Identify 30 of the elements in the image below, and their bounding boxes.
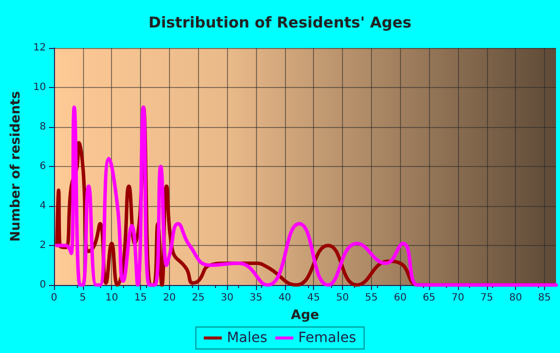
- x-tick-label: 60: [394, 292, 407, 304]
- legend-label: Females: [298, 330, 356, 346]
- x-tick-label: 20: [163, 292, 176, 304]
- y-tick-label: 12: [33, 42, 46, 54]
- y-axis-title: Number of residents: [8, 90, 24, 242]
- x-tick-label: 75: [480, 292, 494, 304]
- x-tick-label: 55: [364, 292, 378, 304]
- y-tick-label: 10: [33, 82, 46, 93]
- x-tick-label: 40: [278, 292, 292, 304]
- x-tick-label: 50: [336, 292, 349, 304]
- x-tick-label: 65: [422, 292, 436, 304]
- x-tick-label: 10: [105, 292, 118, 304]
- x-tick-label: 45: [307, 292, 320, 304]
- x-tick-label: 0: [50, 292, 58, 304]
- y-tick-label: 6: [40, 161, 46, 172]
- legend-label: Males: [226, 330, 268, 346]
- y-tick-label: 8: [40, 122, 46, 132]
- x-tick-label: 5: [80, 292, 86, 304]
- y-tick-label: 4: [40, 200, 46, 212]
- y-tick-label: 2: [40, 240, 46, 251]
- x-tick-label: 25: [192, 292, 205, 304]
- x-tick-label: 35: [250, 292, 262, 304]
- x-tick-label: 85: [538, 292, 551, 304]
- x-tick-label: 70: [452, 292, 464, 304]
- x-tick-label: 30: [220, 292, 234, 304]
- x-axis-title: Age: [290, 308, 320, 323]
- chart-title: Distribution of Residents' Ages: [148, 14, 412, 32]
- y-tick-label: 0: [40, 280, 46, 290]
- x-tick-label: 80: [509, 292, 522, 304]
- x-tick-label: 15: [134, 292, 147, 304]
